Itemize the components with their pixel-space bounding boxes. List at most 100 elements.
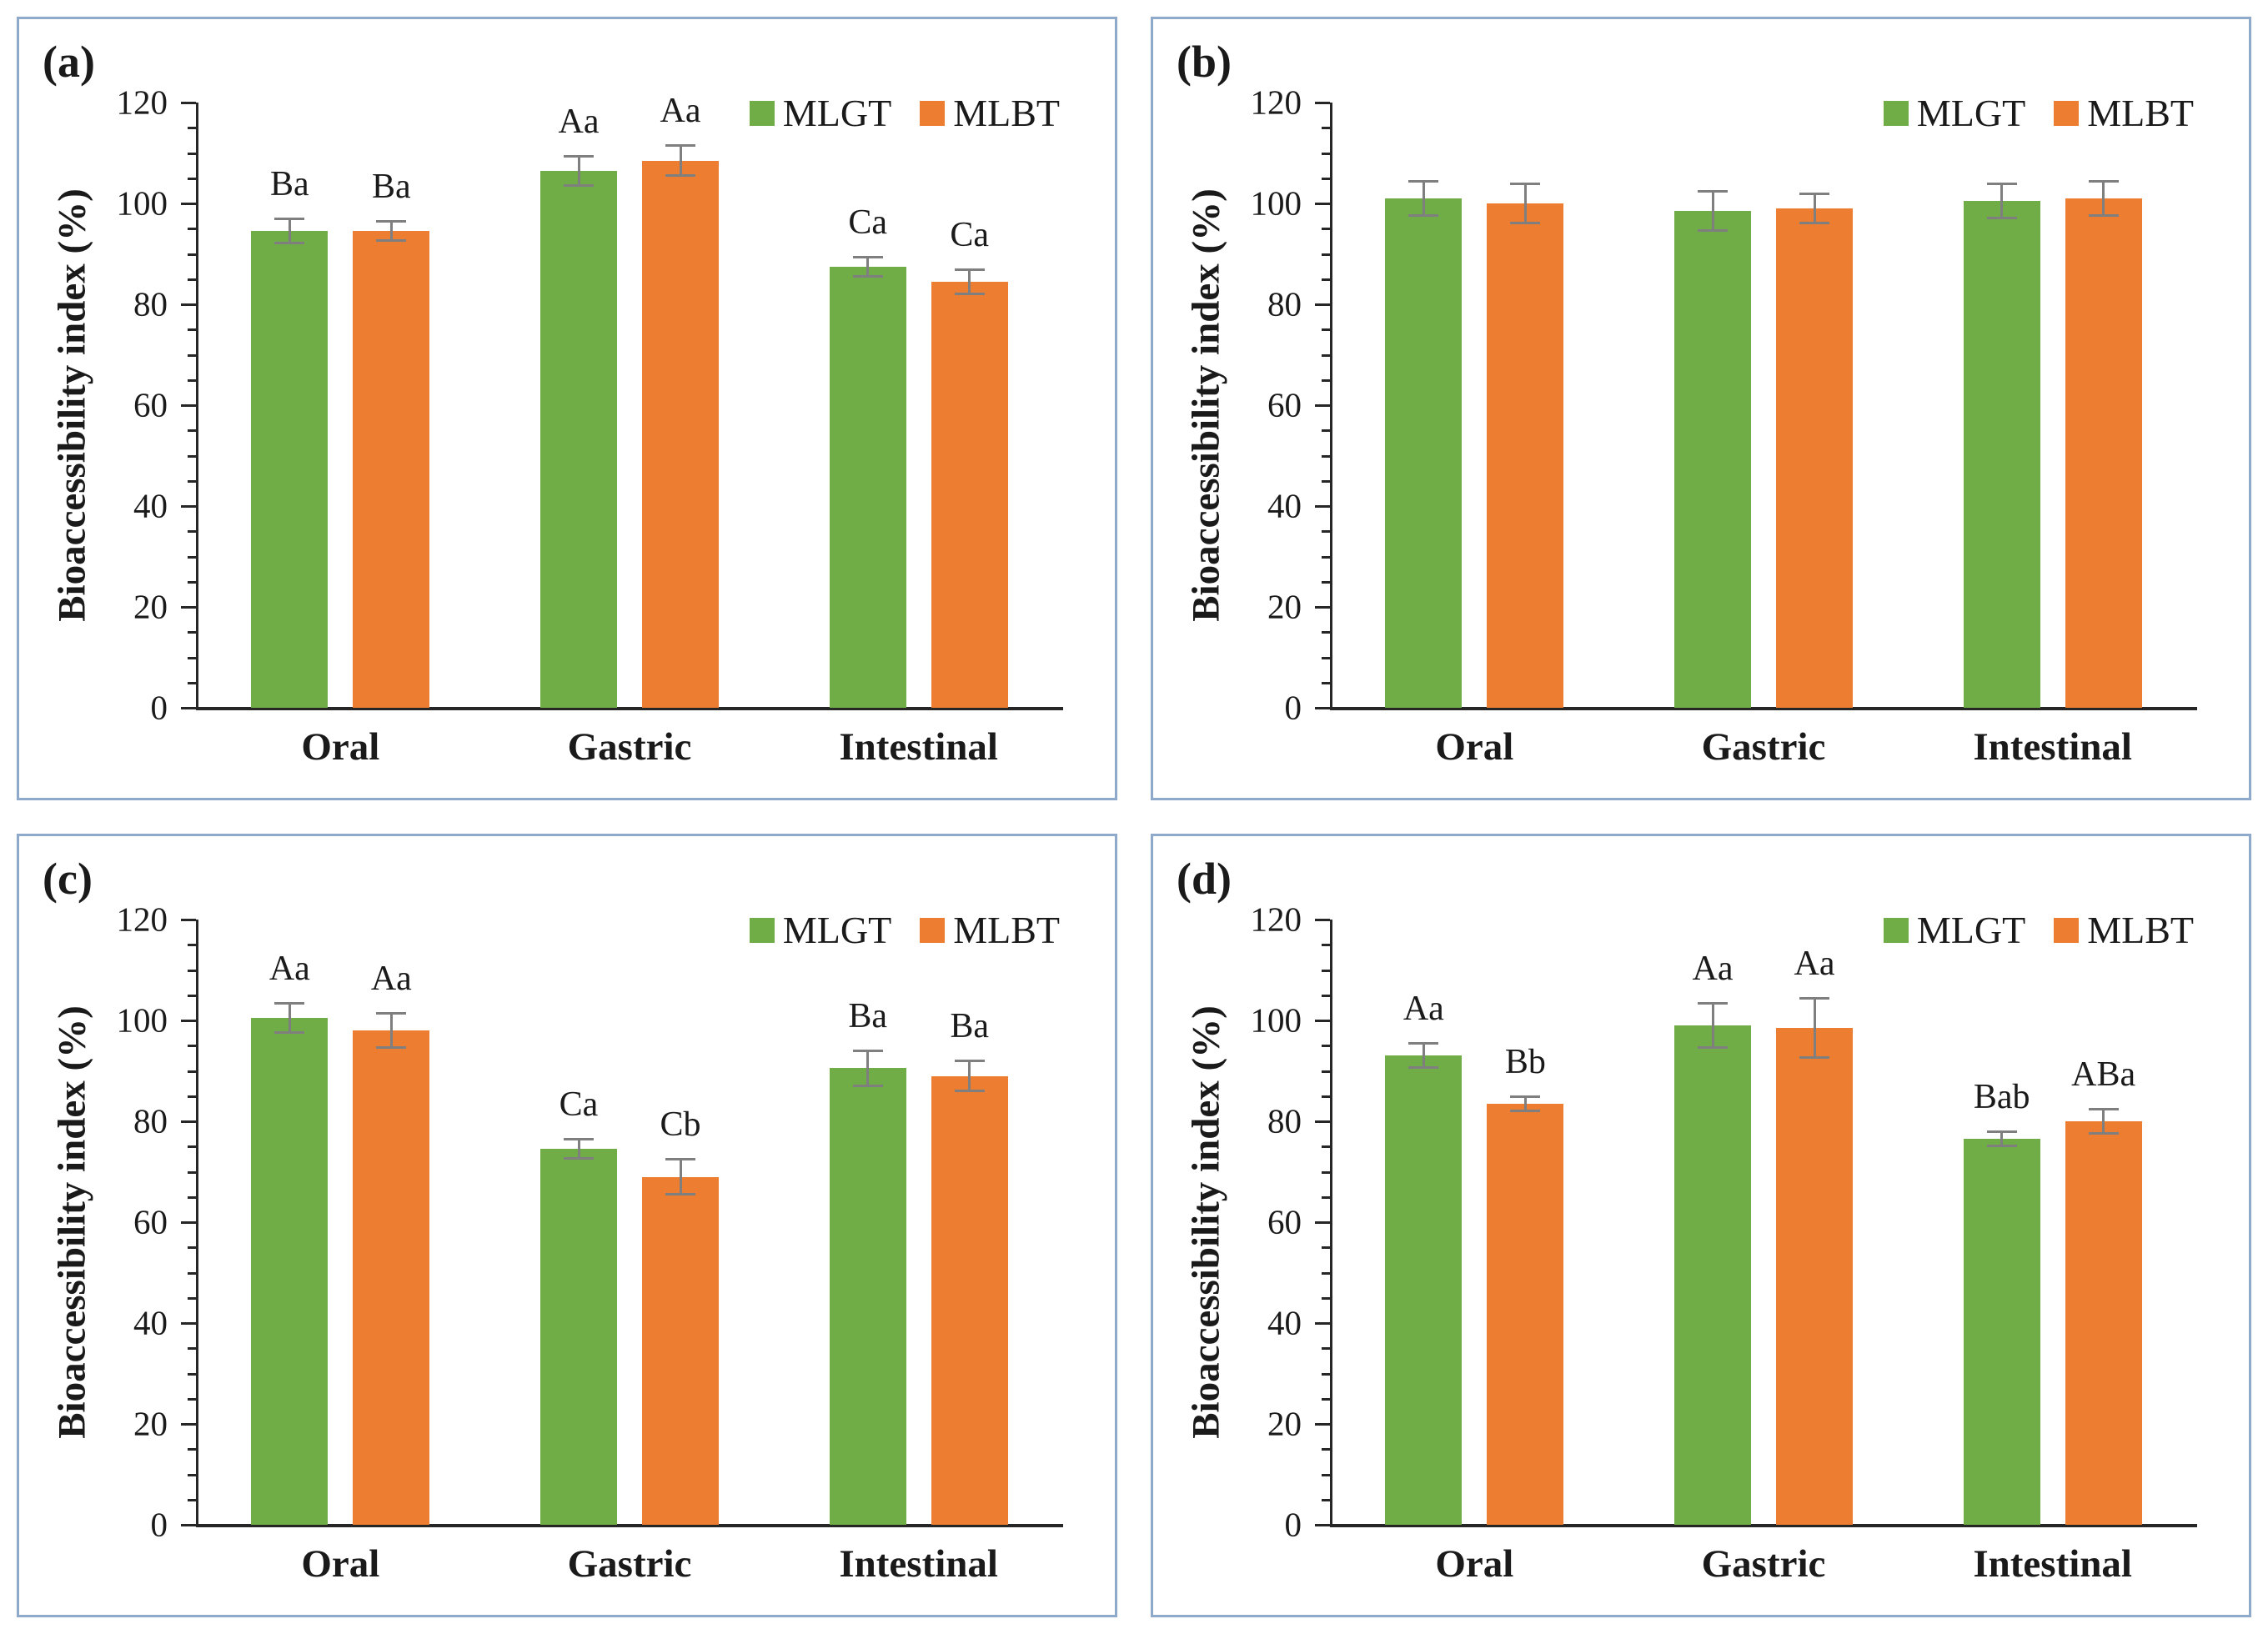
error-bar-cap-top [376, 220, 407, 223]
category-label-oral: Oral [1435, 725, 1514, 769]
y-minor-tick [1322, 253, 1330, 256]
y-minor-tick [1322, 555, 1330, 559]
error-bar-whisker [2102, 1108, 2105, 1135]
legend-swatch-mlbt-icon [2054, 101, 2080, 126]
y-minor-tick [1322, 1347, 1330, 1351]
y-major-tick [1315, 303, 1330, 306]
legend-label: MLGT [782, 92, 892, 134]
y-minor-tick [188, 656, 196, 659]
error-bar-cap-top [1799, 192, 1829, 195]
x-axis-line [1330, 1524, 2197, 1527]
y-tick-label: 120 [116, 900, 168, 939]
error-bar-cap-top [564, 154, 594, 158]
y-tick-label: 0 [1284, 688, 1302, 727]
error-bar-cap-bottom [852, 1084, 883, 1087]
error-bar-whisker [679, 1159, 682, 1195]
legend-label: MLGT [1916, 92, 2026, 134]
bar-mlbt-intestinal [2065, 1121, 2142, 1525]
category-label-oral: Oral [301, 1542, 380, 1586]
y-tick-label: 80 [1267, 1101, 1302, 1140]
y-minor-tick [1322, 1195, 1330, 1199]
legend: MLGT MLBT [749, 92, 1060, 134]
sig-label: Aa [1794, 944, 1835, 983]
y-minor-tick [1322, 1448, 1330, 1451]
y-major-tick [181, 404, 196, 407]
y-minor-tick [188, 1296, 196, 1300]
error-bar-whisker [2000, 183, 2004, 219]
error-bar-cap-bottom [665, 173, 695, 177]
sig-label: Bb [1504, 1042, 1546, 1081]
y-minor-tick [188, 994, 196, 997]
error-bar-cap-bottom [1986, 217, 2017, 220]
y-minor-tick [1322, 127, 1330, 130]
bar-mlgt-intestinal [829, 1068, 906, 1525]
y-minor-tick [188, 1347, 196, 1351]
y-minor-tick [1322, 1170, 1330, 1174]
error-bar-cap-top [954, 268, 985, 271]
bar-mlbt-gastric [1776, 208, 1853, 708]
y-minor-tick [188, 1473, 196, 1476]
y-tick-label: 60 [133, 1202, 168, 1241]
y-minor-tick [188, 1498, 196, 1501]
y-minor-tick [188, 278, 196, 281]
error-bar-cap-top [274, 218, 305, 221]
sig-label: Ca [950, 215, 989, 254]
x-axis-line [196, 1524, 1063, 1527]
y-major-tick [181, 1120, 196, 1123]
y-major-tick [181, 203, 196, 205]
y-minor-tick [1322, 228, 1330, 231]
y-minor-tick [188, 328, 196, 332]
error-bar-whisker [389, 1012, 393, 1049]
y-minor-tick [188, 429, 196, 433]
error-bar-whisker [389, 221, 393, 242]
panel-d: (d) Bioaccessibility index (%) 0 20 40 60 80 10… [1151, 834, 2251, 1617]
y-tick-label: 60 [1267, 385, 1302, 424]
bar-mlbt-gastric [642, 1176, 719, 1525]
bar-mlgt-intestinal [1963, 200, 2040, 708]
bar-mlgt-oral [1385, 1055, 1463, 1525]
y-minor-tick [188, 944, 196, 947]
y-minor-tick [188, 1045, 196, 1048]
y-minor-tick [1322, 1271, 1330, 1275]
legend-item-mlbt: MLBT [2054, 911, 2194, 950]
y-minor-tick [1322, 1095, 1330, 1098]
error-bar-cap-bottom [1799, 222, 1829, 225]
error-bar-cap-bottom [665, 1192, 695, 1195]
panel-c: (c) Bioaccessibility index (%) 0 20 40 60 80 10… [17, 834, 1117, 1617]
y-minor-tick [188, 177, 196, 180]
y-tick-label: 20 [133, 1404, 168, 1443]
error-bar-cap-top [665, 1158, 695, 1161]
y-minor-tick [1322, 278, 1330, 281]
panel-b: (b) Bioaccessibility index (%) 0 20 40 60 80 10… [1151, 17, 2251, 800]
category-label-oral: Oral [301, 725, 380, 769]
bar-mlgt-oral [251, 1017, 329, 1525]
error-bar-whisker [577, 1139, 580, 1160]
legend-swatch-mlgt-icon [1883, 101, 1909, 126]
y-tick-label: 60 [1267, 1202, 1302, 1241]
bar-mlbt-oral [353, 1030, 430, 1525]
category-label-intestinal: Intestinal [839, 1542, 998, 1586]
category-label-gastric: Gastric [1701, 1542, 1826, 1586]
bar-mlbt-intestinal [931, 281, 1008, 708]
error-bar-cap-bottom [1698, 1046, 1728, 1050]
error-bar-cap-top [852, 255, 883, 258]
bar-mlgt-oral [251, 231, 329, 708]
y-minor-tick [188, 969, 196, 972]
y-tick-label: 20 [1267, 1404, 1302, 1443]
error-bar-whisker [866, 1050, 870, 1086]
y-minor-tick [188, 454, 196, 458]
error-bar-cap-top [1408, 1042, 1439, 1045]
error-bar-cap-top [1799, 996, 1829, 1000]
bar-mlgt-intestinal [829, 266, 906, 708]
y-major-tick [181, 1020, 196, 1022]
bar-mlbt-intestinal [931, 1075, 1008, 1525]
y-major-tick [1315, 1322, 1330, 1325]
error-bar-cap-top [1510, 1095, 1541, 1098]
legend-item-mlgt: MLGT [749, 911, 891, 950]
error-bar-cap-top [852, 1050, 883, 1053]
y-tick-label: 80 [133, 284, 168, 323]
y-tick-label: 60 [133, 385, 168, 424]
legend: MLGT MLBT [1883, 92, 2194, 134]
error-bar-cap-bottom [1510, 1109, 1541, 1112]
sig-label: Aa [1402, 990, 1444, 1029]
